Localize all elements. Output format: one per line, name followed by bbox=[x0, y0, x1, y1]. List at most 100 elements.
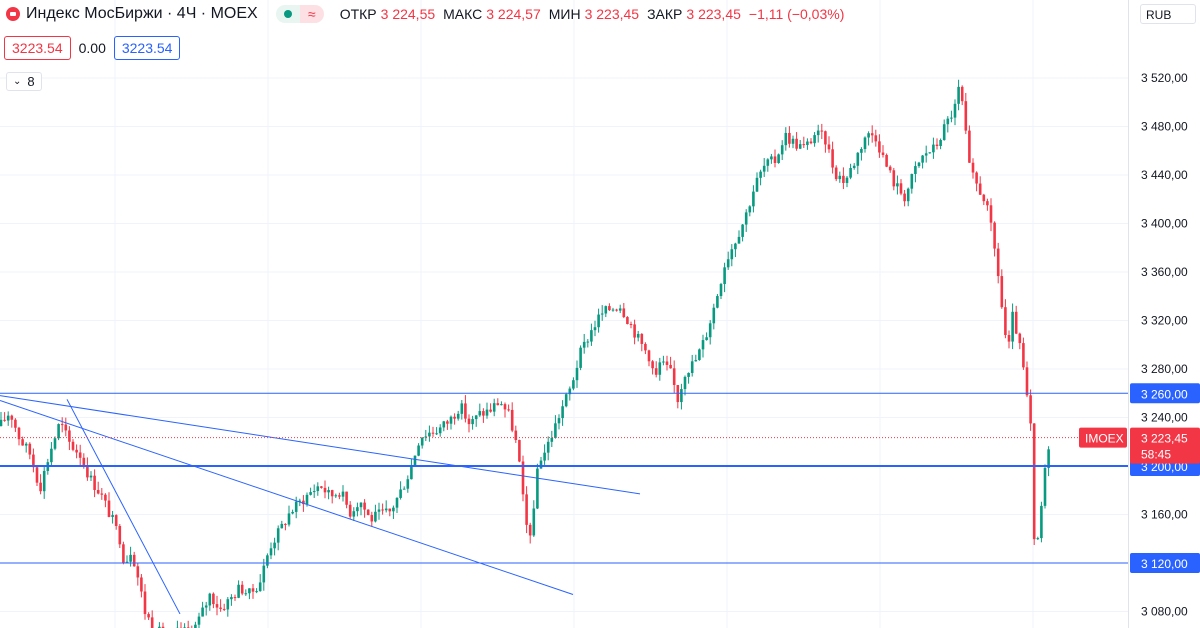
candle-body bbox=[114, 515, 118, 526]
candle-body bbox=[312, 491, 316, 493]
candle-body bbox=[309, 492, 312, 495]
candle-body bbox=[809, 141, 813, 144]
candle-body bbox=[806, 141, 809, 145]
candle-body bbox=[694, 360, 698, 362]
indicator-value-red[interactable]: 3223.54 bbox=[4, 36, 71, 60]
candle-body bbox=[953, 103, 957, 118]
candle-body bbox=[777, 154, 780, 163]
candle-body bbox=[626, 317, 629, 325]
candle-body bbox=[802, 144, 806, 146]
candle-body bbox=[824, 131, 827, 145]
candle-body bbox=[647, 350, 651, 362]
candle-body bbox=[946, 118, 950, 125]
candle-body bbox=[6, 415, 10, 421]
candle-body bbox=[442, 421, 446, 428]
candle-body bbox=[287, 513, 291, 525]
candle-body bbox=[302, 500, 305, 505]
candle-body bbox=[514, 430, 518, 441]
candle-body bbox=[834, 167, 838, 180]
candle-body bbox=[705, 337, 708, 341]
candle-body bbox=[420, 437, 424, 446]
candle-body bbox=[755, 177, 759, 192]
candle-body bbox=[539, 460, 543, 469]
candle-body bbox=[633, 324, 636, 338]
candle-body bbox=[438, 427, 442, 434]
candle-body bbox=[1040, 505, 1043, 539]
candle-body bbox=[816, 130, 820, 136]
y-tick-label: 3 520,00 bbox=[1141, 71, 1188, 85]
candle-body bbox=[561, 406, 564, 419]
candle-body bbox=[280, 523, 284, 529]
candle-body bbox=[896, 183, 899, 187]
candle-body bbox=[842, 175, 845, 183]
candle-body bbox=[906, 188, 910, 202]
candle-body bbox=[222, 608, 226, 610]
collapse-indicators-button[interactable]: ⌄ 8 bbox=[6, 72, 42, 91]
candle-body bbox=[0, 419, 3, 426]
candle-body bbox=[636, 333, 640, 338]
candle-body bbox=[838, 175, 842, 180]
candle-body bbox=[467, 418, 471, 425]
candle-body bbox=[356, 507, 359, 512]
candle-body bbox=[294, 501, 298, 512]
candle-body bbox=[741, 224, 744, 237]
candle-body bbox=[870, 133, 874, 136]
y-tick-label: 3 360,00 bbox=[1141, 265, 1188, 279]
candle-body bbox=[622, 308, 626, 318]
level-label: 3 120,00 bbox=[1141, 557, 1188, 571]
candle-body bbox=[960, 86, 964, 102]
candle-body bbox=[449, 416, 453, 424]
candle-body bbox=[122, 544, 125, 563]
candle-body bbox=[446, 421, 449, 424]
candle-body bbox=[474, 415, 478, 420]
candle-body bbox=[64, 424, 68, 431]
indicator-value-plain: 0.00 bbox=[78, 40, 106, 56]
candle-body bbox=[298, 500, 302, 502]
candle-body bbox=[3, 419, 6, 421]
candle-body bbox=[82, 457, 86, 466]
candle-body bbox=[748, 206, 752, 213]
candle-body bbox=[618, 308, 622, 311]
candle-body bbox=[431, 432, 435, 434]
wave-icon[interactable]: ≈ bbox=[299, 5, 324, 23]
live-indicator-icon bbox=[6, 7, 20, 21]
market-open-icon[interactable] bbox=[275, 5, 300, 23]
candle-body bbox=[71, 441, 75, 450]
candle-body bbox=[269, 548, 273, 556]
candle-body bbox=[644, 343, 647, 351]
candle-body bbox=[464, 403, 467, 419]
indicator-value-blue[interactable]: 3223.54 bbox=[113, 36, 181, 60]
candle-body bbox=[194, 624, 197, 628]
candle-body bbox=[251, 588, 255, 592]
symbol-tag-box bbox=[1079, 427, 1127, 448]
candle-body bbox=[863, 137, 867, 150]
candle-body bbox=[766, 159, 770, 166]
candle-body bbox=[489, 409, 492, 412]
candle-body bbox=[820, 130, 824, 132]
candle-body bbox=[17, 427, 21, 440]
candle-body bbox=[244, 593, 248, 595]
candle-body bbox=[993, 222, 996, 249]
level-label: 3 260,00 bbox=[1141, 387, 1188, 401]
candle-body bbox=[78, 452, 82, 458]
candle-body bbox=[964, 101, 968, 131]
candle-body bbox=[888, 166, 892, 171]
candle-body bbox=[813, 135, 816, 144]
candle-body bbox=[604, 306, 608, 314]
candle-body bbox=[1007, 335, 1011, 342]
candle-body bbox=[554, 423, 557, 438]
candle-body bbox=[57, 424, 60, 439]
candle-body bbox=[762, 165, 766, 172]
candle-body bbox=[924, 153, 928, 156]
candle-body bbox=[273, 542, 276, 549]
symbol-title[interactable]: Индекс МосБиржи · 4Ч · MOEX bbox=[26, 5, 258, 22]
candle-body bbox=[136, 566, 140, 578]
candle-body bbox=[96, 489, 100, 494]
candle-body bbox=[874, 135, 878, 142]
candle-body bbox=[730, 249, 734, 260]
candle-body bbox=[125, 561, 129, 563]
candle-body bbox=[1032, 423, 1036, 540]
currency-label[interactable]: RUB bbox=[1140, 4, 1196, 24]
candle-body bbox=[914, 166, 917, 174]
